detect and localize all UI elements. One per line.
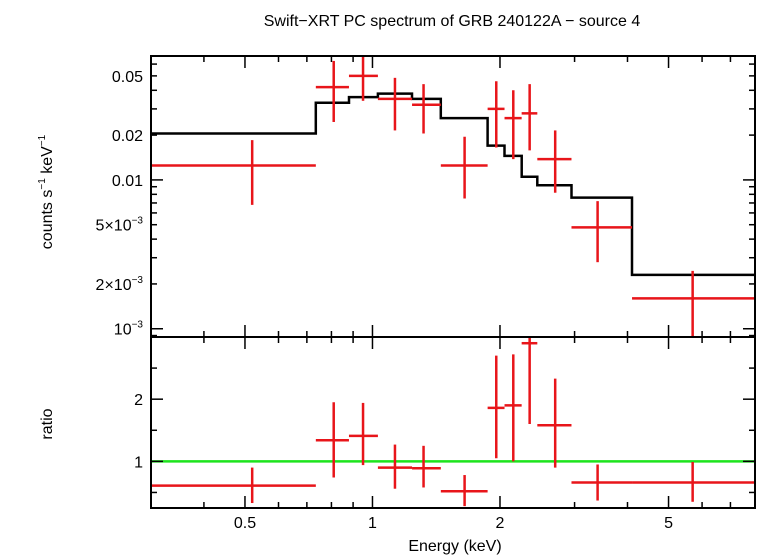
ratio-data-point bbox=[377, 444, 413, 489]
spectrum-data-point bbox=[521, 84, 538, 151]
spectrum-data-point bbox=[571, 201, 633, 263]
x-tick-label: 2 bbox=[496, 515, 505, 532]
spectrum-data-point bbox=[412, 84, 441, 134]
x-tick-label: 0.5 bbox=[234, 515, 256, 532]
model-step-line bbox=[151, 92, 755, 277]
x-tick-label: 5 bbox=[664, 515, 673, 532]
ratio-data-point bbox=[440, 475, 488, 507]
y-tick-label-exponent: −3 bbox=[132, 320, 144, 331]
y-tick-label-base: 0.02 bbox=[112, 128, 143, 145]
ratio-frame bbox=[150, 336, 756, 509]
ratio-data-point bbox=[412, 445, 441, 488]
y-tick-label-exponent: −3 bbox=[132, 275, 144, 286]
y-tick-label-base: 10 bbox=[114, 322, 132, 339]
spectrum-ylabel: counts s−1 keV−1 bbox=[37, 134, 56, 249]
ratio-data-point bbox=[487, 355, 505, 459]
spectrum-ylabel-base: counts s bbox=[39, 190, 56, 250]
y-tick-label: 2 bbox=[134, 392, 143, 409]
spectrum-frame bbox=[150, 55, 756, 338]
y-tick-label: 0.02 bbox=[112, 128, 143, 145]
spectrum-panel: 0.050.020.015×10−32×10−310−3 bbox=[96, 55, 756, 339]
x-tick-label: 1 bbox=[368, 515, 377, 532]
ratio-data-point bbox=[521, 337, 538, 425]
spectrum-ylabel-exp2: −1 bbox=[37, 134, 48, 146]
y-tick-label: 0.01 bbox=[112, 173, 143, 190]
y-tick-label-base: 2×10 bbox=[96, 277, 132, 294]
y-tick-label-base: 0.05 bbox=[112, 69, 143, 86]
spectrum-data-point bbox=[151, 140, 316, 205]
ratio-data-point bbox=[315, 402, 349, 478]
ratio-data-point bbox=[571, 464, 633, 501]
spectrum-ylabel-mid: keV bbox=[39, 146, 56, 178]
spectrum-data-point bbox=[315, 60, 349, 122]
y-tick-label-base: 5×10 bbox=[96, 218, 132, 235]
y-tick-label-base: 0.01 bbox=[112, 173, 143, 190]
spectrum-ylabel-exp1: −1 bbox=[37, 178, 48, 190]
ratio-data-point bbox=[348, 402, 378, 466]
spectrum-data-point bbox=[487, 81, 505, 148]
ratio-data-point bbox=[151, 467, 316, 504]
spectrum-data-point bbox=[377, 77, 413, 131]
y-tick-label-base: 2 bbox=[134, 392, 143, 409]
y-tick-label-base: 1 bbox=[134, 454, 143, 471]
ratio-ylabel: ratio bbox=[39, 408, 56, 439]
chart-title: Swift−XRT PC spectrum of GRB 240122A − s… bbox=[264, 13, 641, 30]
ratio-data-point bbox=[632, 461, 755, 502]
y-tick-label: 0.05 bbox=[112, 69, 143, 86]
y-tick-label: 5×10−3 bbox=[96, 216, 144, 235]
ratio-data-point bbox=[537, 378, 572, 468]
spectrum-data-point bbox=[632, 270, 755, 337]
spectrum-data-point bbox=[348, 56, 378, 101]
y-tick-label: 10−3 bbox=[114, 320, 144, 339]
spectrum-data-point bbox=[537, 130, 572, 193]
y-tick-label-exponent: −3 bbox=[132, 216, 144, 227]
ratio-panel: 12 bbox=[134, 336, 756, 509]
spectrum-data-point bbox=[440, 136, 488, 199]
spectrum-data-point bbox=[504, 90, 522, 160]
ratio-data-point bbox=[504, 354, 522, 462]
y-tick-label: 1 bbox=[134, 454, 143, 471]
x-axis-label: Energy (keV) bbox=[408, 538, 501, 555]
y-tick-label: 2×10−3 bbox=[96, 275, 144, 294]
